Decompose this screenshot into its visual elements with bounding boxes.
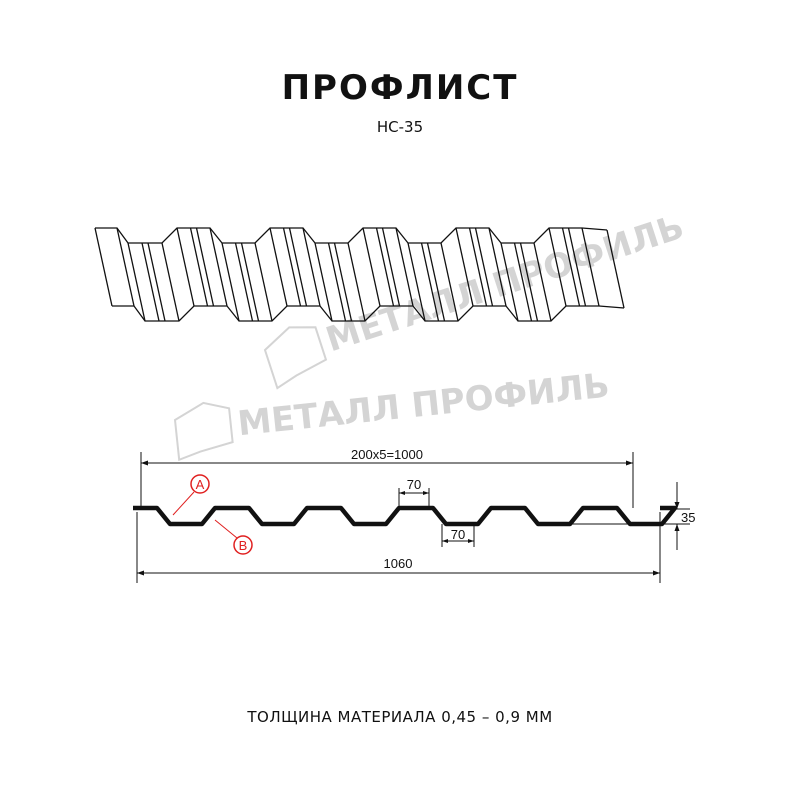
sheet-rib-line: [420, 242, 440, 322]
sheet-rib-line: [519, 242, 539, 322]
sheet-fold-line: [302, 227, 321, 307]
sheet-fold-line: [127, 242, 146, 322]
sheet-fold-line: [347, 242, 366, 322]
sheet-fold-line: [581, 227, 600, 307]
sheet-fold-line: [500, 242, 519, 322]
sheet-rib-line: [282, 227, 302, 307]
sheet-rib-line: [240, 242, 260, 322]
sheet-fold-line: [221, 242, 240, 322]
sheet-fold-line: [209, 227, 228, 307]
sheet-rib-line: [189, 227, 209, 307]
sheet-rib-line: [234, 242, 254, 322]
section-profile-line: [133, 505, 678, 527]
watermark-logo-bottom: МЕТАЛЛ ПРОФИЛЬ: [173, 366, 611, 462]
marker-b-label: B: [239, 538, 248, 553]
sheet-fold-line: [606, 229, 625, 309]
sheet-rib-line: [426, 242, 446, 322]
marker-a: A: [172, 474, 210, 516]
sheet-fold-line: [314, 242, 333, 322]
sheet-rib-line: [468, 227, 488, 307]
marker-a-label: A: [196, 477, 205, 492]
effective-width-label: 200x5=1000: [351, 447, 423, 462]
sheet-fold-line: [116, 227, 135, 307]
sheet-fold-line: [94, 227, 113, 307]
top-flat-label: 70: [407, 477, 421, 492]
material-thickness-note: ТОЛЩИНА МАТЕРИАЛА 0,45 – 0,9 ММ: [247, 708, 553, 726]
marker-b: B: [214, 519, 253, 555]
sheet-rib-line: [195, 227, 215, 307]
sheet-rib-line: [333, 242, 353, 322]
sheet-rib-line: [561, 227, 581, 307]
sheet-fold-line: [440, 242, 459, 322]
sheet-fold-line: [254, 242, 273, 322]
bottom-flat-label: 70: [451, 527, 465, 542]
sheet-fold-line: [407, 242, 426, 322]
sheet-fold-line: [176, 227, 195, 307]
sheet-fold-line: [362, 227, 381, 307]
model-subtitle: НС-35: [376, 118, 424, 136]
full-width-label: 1060: [384, 556, 413, 571]
dimension-lines: [136, 452, 690, 583]
sheet-fold-line: [395, 227, 414, 307]
sheet-rib-line: [375, 227, 395, 307]
sheet-rib-line: [381, 227, 401, 307]
sheet-top-edge: [95, 227, 608, 244]
sheet-fold-line: [548, 227, 567, 307]
sheet-fold-line: [269, 227, 288, 307]
height-label: 35: [681, 510, 695, 525]
sheet-fold-line: [161, 242, 180, 322]
sheet-fold-line: [488, 227, 507, 307]
sheet-rib-line: [288, 227, 308, 307]
sheet-rib-line: [327, 242, 347, 322]
profile-section: [133, 505, 678, 527]
dimension-arrows: [137, 460, 680, 576]
sheet-fold-line: [455, 227, 474, 307]
sheet-rib-line: [141, 242, 160, 322]
profile-sheet-3d: [94, 227, 625, 322]
sheet-rib-line: [147, 242, 166, 322]
sheet-rib-line: [567, 227, 587, 307]
page-title: ПРОФЛИСТ: [281, 68, 519, 108]
sheet-rib-line: [474, 227, 494, 307]
sheet-rib-line: [513, 242, 533, 322]
sheet-fold-line: [533, 242, 552, 322]
